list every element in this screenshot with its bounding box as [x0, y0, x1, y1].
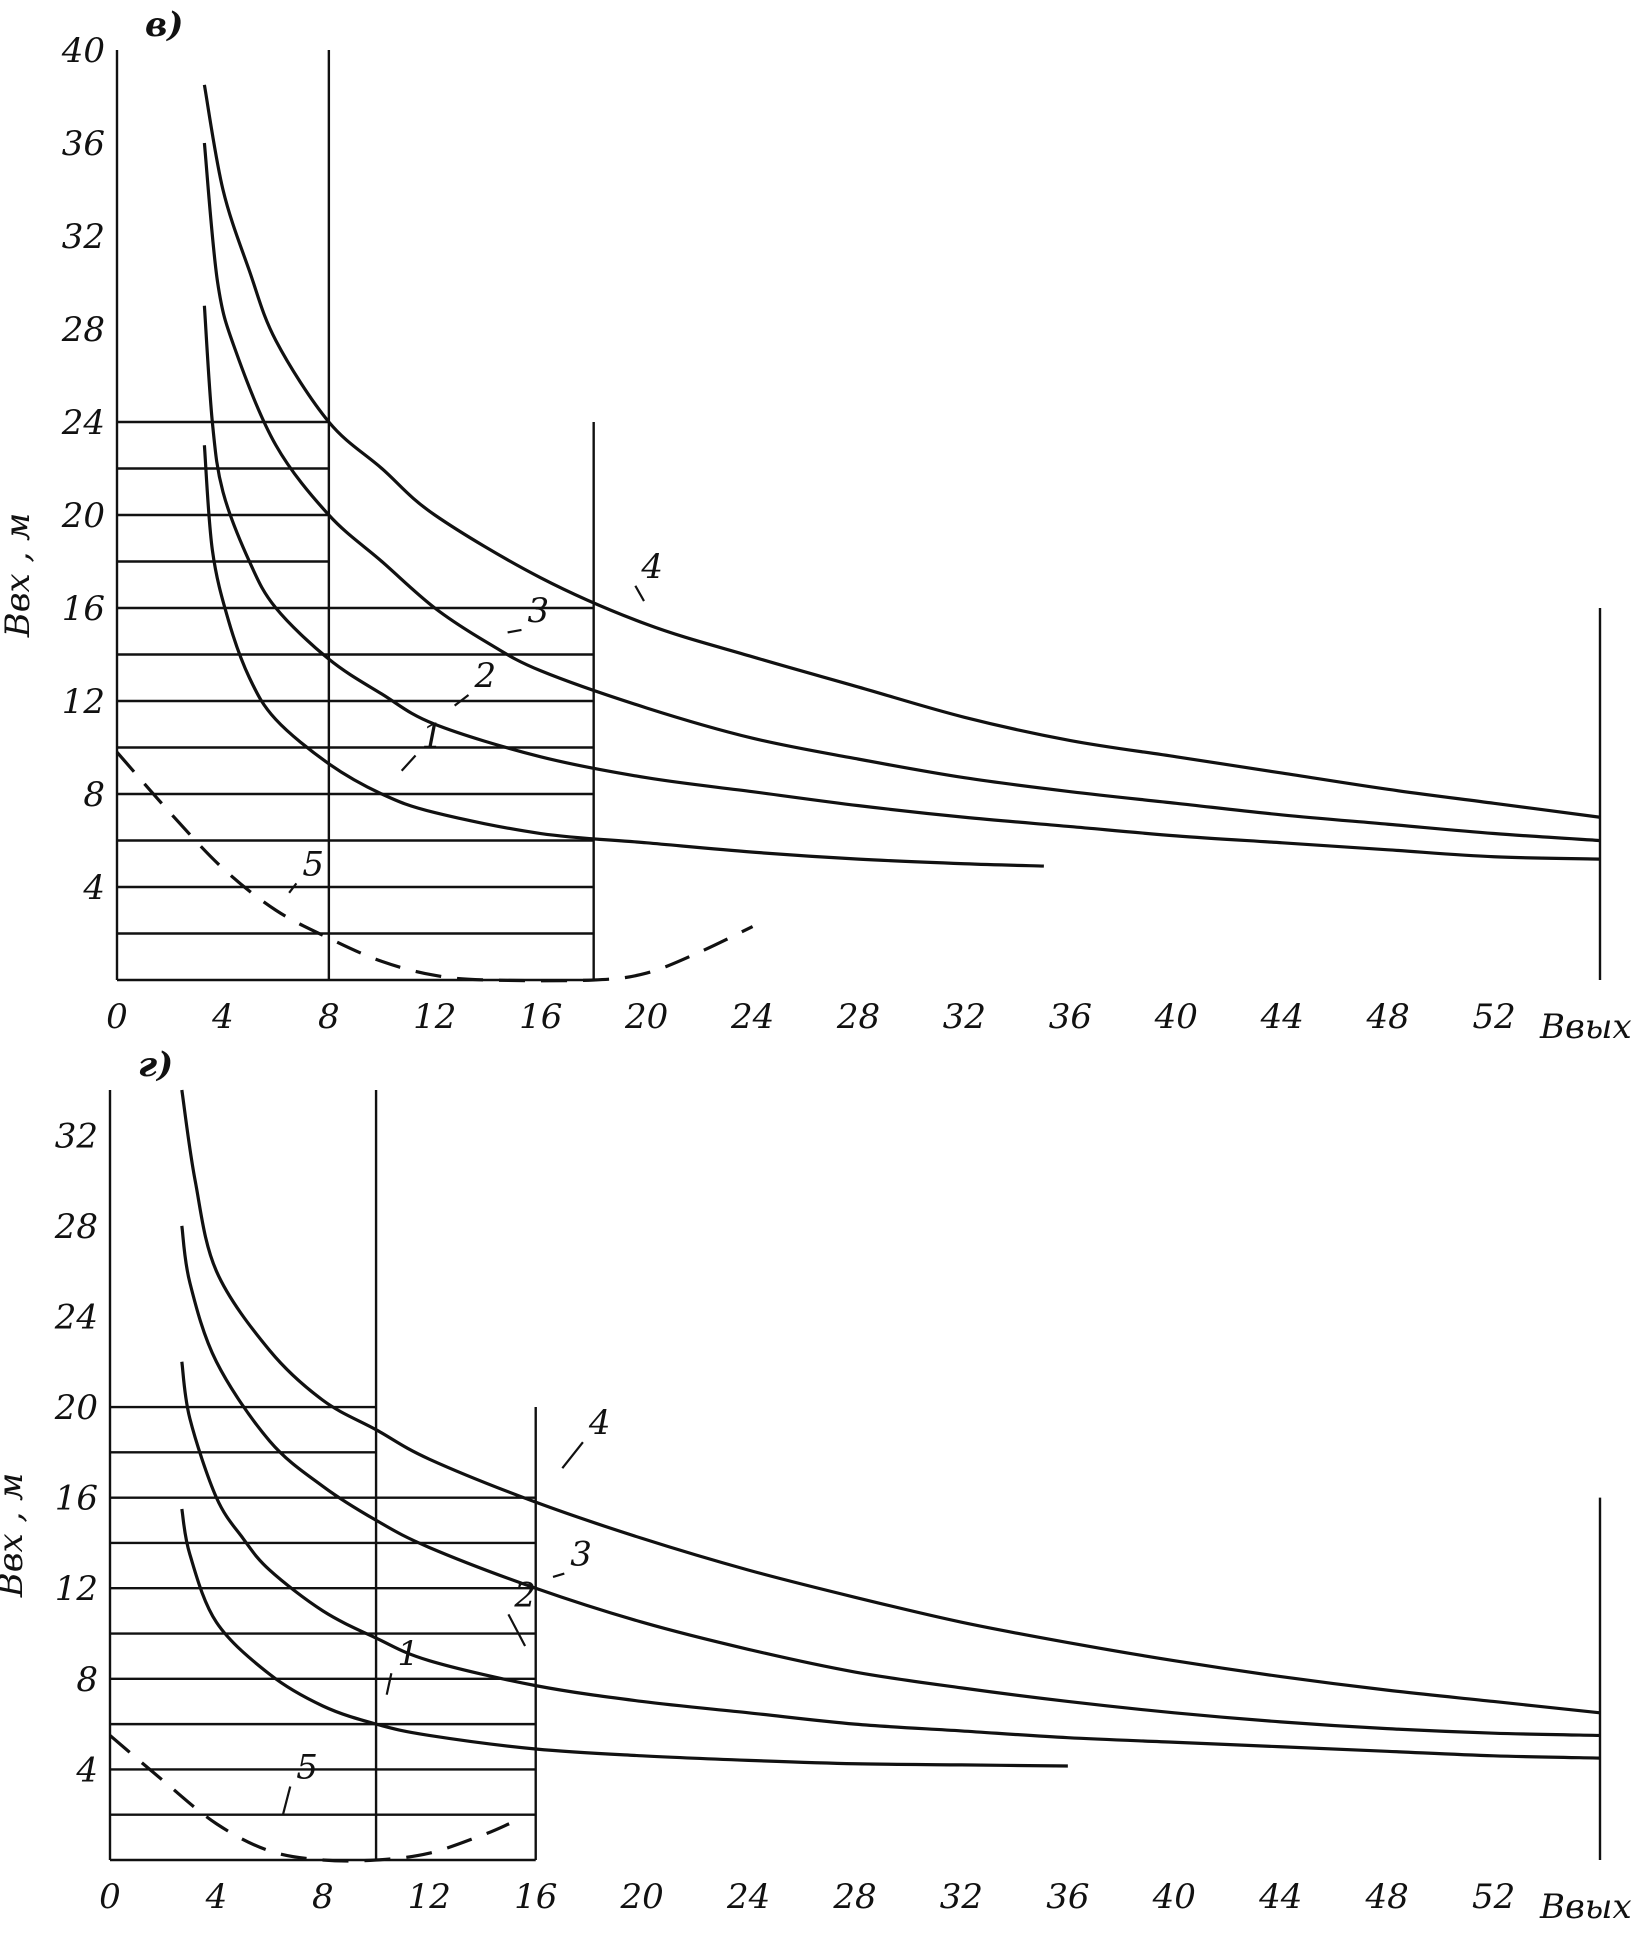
y-tick-label: 32	[62, 217, 105, 257]
y-tick-label: 28	[54, 1207, 98, 1247]
curve-label-leader-1	[400, 754, 417, 772]
x-tick-label: 36	[1046, 1877, 1089, 1917]
curve-label-4: 4	[588, 1403, 611, 1443]
x-tick-label: 52	[1472, 1877, 1515, 1917]
curve-label-3: 3	[570, 1535, 592, 1575]
x-tick-label: 0	[106, 997, 128, 1037]
curve-label-leader-3	[507, 628, 522, 634]
curve-label-leader-2	[453, 694, 470, 707]
y-tick-label: 4	[82, 868, 105, 908]
x-tick-label: 48	[1365, 1877, 1409, 1917]
chart-panel-g: 0 4 8 12 16 20 24 28 32 36 40 44 48 5248121620242832г…	[0, 1045, 1632, 1927]
y-tick-label: 28	[61, 310, 105, 350]
x-tick-label: 40	[1152, 1877, 1196, 1917]
curve-2-g	[180, 1361, 1601, 1760]
curve-label-leader-5	[288, 882, 298, 894]
grid	[108, 1090, 1602, 1862]
curve-label-leader-4	[634, 585, 645, 602]
curve-label-leader-2	[507, 1613, 527, 1647]
curve-3-v	[202, 142, 1601, 843]
y-tick-label: 32	[55, 1116, 98, 1156]
curve-label-leader-5	[281, 1786, 292, 1815]
curve-2-v	[202, 305, 1601, 861]
y-tick-label: 20	[61, 496, 105, 536]
curve-label-leader-4	[561, 1441, 584, 1469]
curve-1-g	[180, 1508, 1068, 1768]
panel-label: в)	[145, 5, 183, 45]
curve-label-leader-1	[385, 1673, 393, 1695]
x-tick-label: 40	[1154, 997, 1198, 1037]
curve-label-leader-3	[552, 1572, 565, 1578]
y-tick-label: 16	[62, 589, 105, 629]
x-tick-label: 44	[1258, 1877, 1302, 1917]
x-tick-label: 0	[99, 1877, 121, 1917]
x-tick-label: 12	[408, 1877, 451, 1917]
x-tick-label: 32	[940, 1877, 983, 1917]
curve-5-v	[115, 751, 754, 983]
y-tick-label: 8	[83, 775, 105, 815]
x-tick-label: 12	[413, 997, 456, 1037]
x-tick-label: 4	[211, 997, 234, 1037]
chart-panel-v: 0 4 8 12 16 20 24 28 32 36 40 44 48 52481216202428323…	[0, 5, 1632, 1047]
x-axis-label: Bвых	[1539, 1007, 1632, 1047]
y-tick-label: 16	[55, 1479, 98, 1519]
curve-label-5: 5	[302, 844, 324, 884]
curve-label-3: 3	[527, 591, 549, 631]
curve-label-4: 4	[640, 547, 663, 587]
x-tick-label: 36	[1049, 997, 1092, 1037]
x-tick-label: 44	[1260, 997, 1304, 1037]
x-tick-label: 16	[514, 1877, 557, 1917]
x-tick-label: 20	[620, 1877, 664, 1917]
y-tick-label: 12	[62, 682, 105, 722]
y-tick-label: 12	[55, 1569, 98, 1609]
x-tick-label: 8	[318, 997, 340, 1037]
curve-3-g	[180, 1225, 1601, 1738]
x-axis-label: Bвых	[1539, 1887, 1632, 1927]
x-tick-label: 16	[519, 997, 562, 1037]
y-tick-label: 24	[54, 1297, 98, 1337]
x-tick-label: 48	[1366, 997, 1410, 1037]
curve-4-g	[180, 1089, 1601, 1715]
y-tick-label: 4	[75, 1750, 98, 1790]
curve-label-2: 2	[474, 656, 497, 696]
y-tick-label: 40	[61, 31, 105, 71]
x-tick-label: 28	[832, 1877, 876, 1917]
x-tick-label: 52	[1472, 997, 1515, 1037]
x-tick-label: 8	[312, 1877, 334, 1917]
x-tick-label: 28	[836, 997, 880, 1037]
x-tick-label: 24	[726, 1877, 770, 1917]
x-tick-label: 24	[730, 997, 774, 1037]
curve-label-5: 5	[296, 1747, 318, 1787]
y-axis-label: Bвх , м	[0, 1473, 31, 1599]
panel-label: г)	[138, 1045, 173, 1085]
x-tick-label: 4	[205, 1877, 228, 1917]
x-tick-label: 32	[943, 997, 986, 1037]
y-tick-label: 20	[54, 1388, 98, 1428]
y-tick-label: 8	[76, 1660, 98, 1700]
curve-4-v	[202, 84, 1601, 819]
y-tick-label: 24	[61, 403, 105, 443]
y-axis-label: Bвх , м	[0, 513, 38, 639]
grid	[115, 50, 1602, 982]
curve-1-v	[202, 445, 1044, 868]
curve-5-g	[108, 1734, 510, 1863]
x-tick-label: 20	[624, 997, 668, 1037]
y-tick-label: 36	[62, 124, 105, 164]
